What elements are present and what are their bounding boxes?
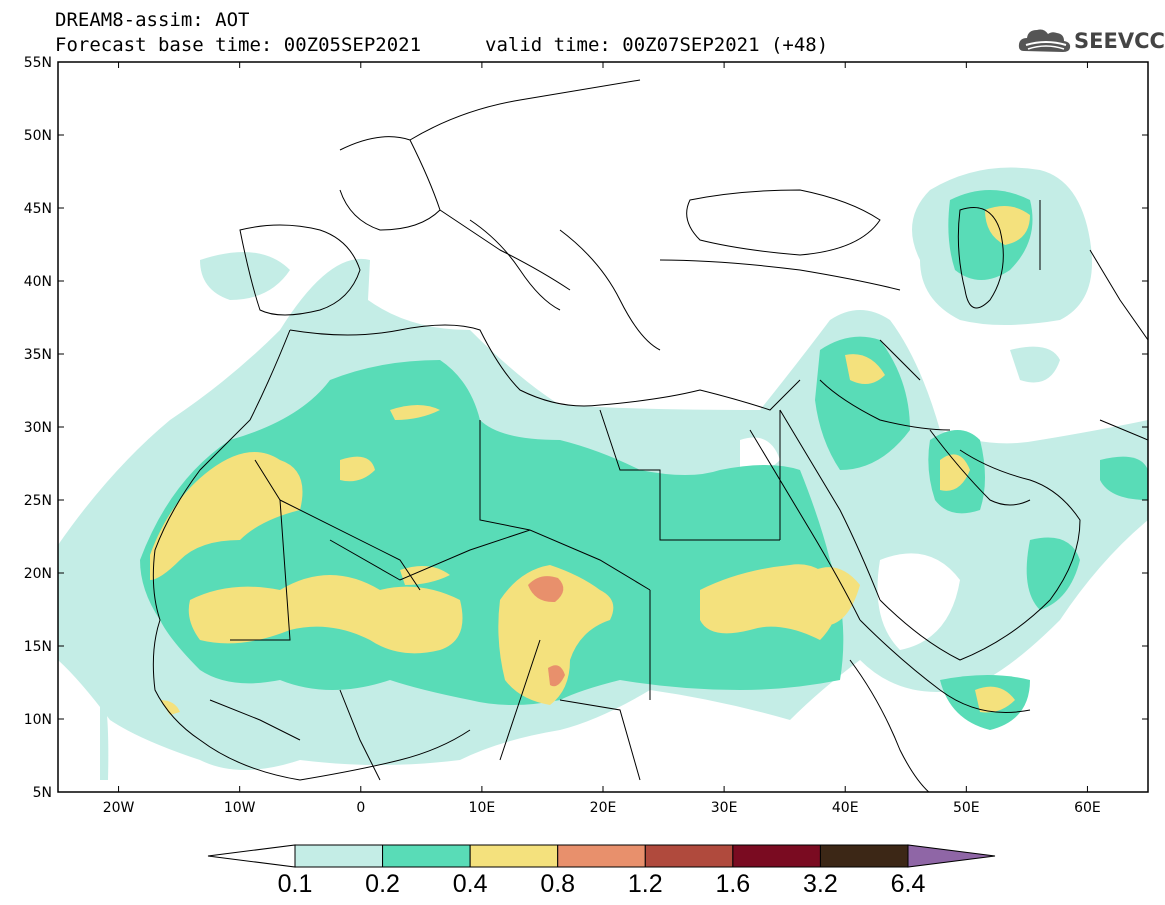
lon-label: 30E xyxy=(711,800,738,816)
colorbar-bin xyxy=(294,844,384,868)
lat-label: 15N xyxy=(24,639,52,655)
latitude-labels: 55N 50N 45N 40N 35N 30N 25N 20N 15N 10N 5N xyxy=(24,55,52,801)
colorbar-level-label: 3.2 xyxy=(803,870,838,898)
colorbar-level-label: 6.4 xyxy=(890,870,926,898)
colorbar-level-label: 0.4 xyxy=(452,870,488,898)
colorbar-bin xyxy=(819,844,909,868)
colorbar-bin xyxy=(382,844,471,868)
forecast-base-time: Forecast base time: 00Z05SEP2021 xyxy=(55,34,422,56)
lon-label: 40E xyxy=(832,800,859,816)
lat-label: 50N xyxy=(24,128,52,144)
lat-label: 35N xyxy=(24,347,52,363)
lon-label: 50E xyxy=(953,800,980,816)
colorbar xyxy=(207,844,996,868)
lat-label: 10N xyxy=(24,712,52,728)
colorbar-bin xyxy=(469,844,559,868)
aot-contour-0.8 xyxy=(528,576,565,687)
cloud-icon xyxy=(1018,29,1071,52)
colorbar-under xyxy=(207,844,296,868)
colorbar-level-label: 0.8 xyxy=(540,870,576,898)
coastlines-borders xyxy=(152,79,1148,792)
lon-label: 60E xyxy=(1074,800,1101,816)
lat-label: 30N xyxy=(24,420,52,436)
colorbar-bin xyxy=(557,844,646,868)
colorbar-level-label: 1.2 xyxy=(627,870,663,898)
lon-label: 10W xyxy=(224,800,256,816)
colorbar-over xyxy=(907,844,996,868)
lat-label: 20N xyxy=(24,566,52,582)
lon-label: 20W xyxy=(103,800,135,816)
lat-label: 40N xyxy=(24,274,52,290)
colorbar-level-label: 0.2 xyxy=(365,870,400,898)
colorbar-level-label: 1.6 xyxy=(715,870,751,898)
lat-label: 45N xyxy=(24,201,52,217)
axis-ticks xyxy=(58,61,1148,793)
lon-label: 20E xyxy=(590,800,617,816)
colorbar-bin xyxy=(732,844,821,868)
aot-contour-0.4 xyxy=(150,206,1030,715)
seevccc-logo: SEEVCCC xyxy=(1018,25,1165,57)
longitude-labels: 20W 10W 0 10E 20E 30E 40E 50E 60E xyxy=(103,800,1101,816)
lon-label: 10E xyxy=(469,800,496,816)
lat-label: 25N xyxy=(24,493,52,509)
colorbar-level-label: 0.1 xyxy=(277,870,313,898)
valid-time: valid time: 00Z07SEP2021 (+48) xyxy=(485,34,829,56)
lon-label: 0 xyxy=(356,800,365,816)
map-title: DREAM8-assim: AOT xyxy=(55,9,250,31)
logo-text: SEEVCCC xyxy=(1074,29,1165,53)
lat-label: 5N xyxy=(33,785,52,801)
colorbar-bin xyxy=(644,844,734,868)
lat-label: 55N xyxy=(24,55,52,71)
